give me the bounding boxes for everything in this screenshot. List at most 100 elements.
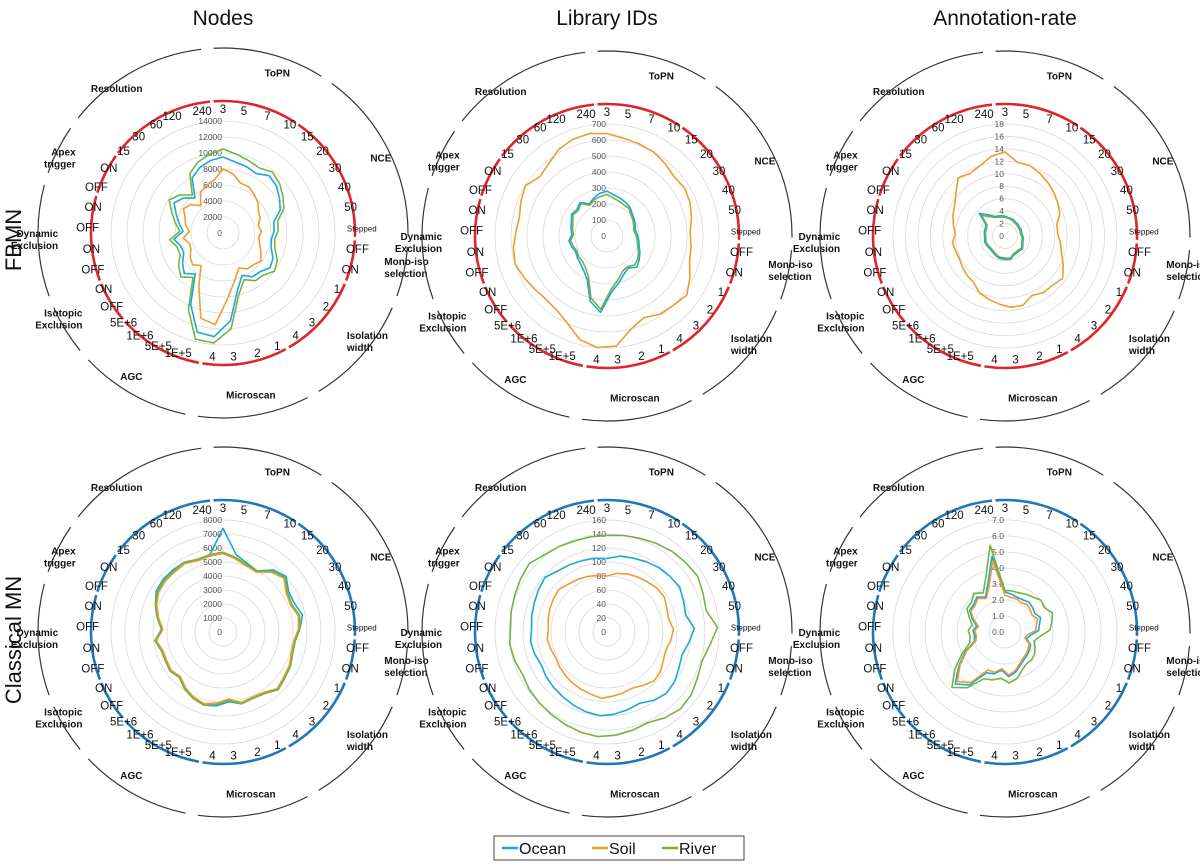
group-label-resolution: Resolution xyxy=(91,84,143,95)
category-tick-label: OFF xyxy=(867,581,890,593)
radial-tick-label: 120 xyxy=(592,543,606,553)
radial-tick-label: 0 xyxy=(601,627,606,637)
group-arc-microscan xyxy=(979,399,1090,422)
ring-segment-microscan xyxy=(202,746,287,766)
group-arc-apex-trigger xyxy=(431,130,456,177)
group-arc-topn xyxy=(213,47,322,77)
grid-circle xyxy=(590,219,624,253)
category-tick-label: Stepped xyxy=(347,225,377,234)
group-label-nce: NCE xyxy=(370,553,391,564)
category-tick-label: OFF xyxy=(484,305,507,317)
category-tick-label: ON xyxy=(484,562,501,574)
group-arc-agc xyxy=(471,758,570,814)
radial-tick-label: 0 xyxy=(217,627,222,637)
group-label-resolution: Resolution xyxy=(475,483,527,494)
category-tick-label: ON xyxy=(95,683,112,695)
ring-segment-agc xyxy=(906,323,982,368)
category-tick-label: Stepped xyxy=(731,624,761,633)
category-tick-label: 50 xyxy=(1126,601,1139,613)
radial-tick-label: 2000 xyxy=(203,599,222,609)
radial-tick-label: 0.0 xyxy=(992,627,1004,637)
ring-segment-apex-trigger xyxy=(480,554,501,593)
group-arc-resolution xyxy=(859,51,984,122)
category-tick-label: 1E+6 xyxy=(908,334,935,346)
ring-segment-resolution xyxy=(898,499,993,553)
radial-tick-label: 0 xyxy=(217,228,222,238)
category-tick-label: 240 xyxy=(974,109,993,121)
radial-tick-label: 6000 xyxy=(203,180,222,190)
ring-segment-agc xyxy=(508,719,584,764)
radial-tick-label: 2.0 xyxy=(992,595,1004,605)
category-tick-label: 30 xyxy=(132,531,145,543)
radial-tick-label: 16 xyxy=(995,131,1005,141)
category-tick-label: 1 xyxy=(274,341,280,353)
category-tick-label: 240 xyxy=(576,505,595,517)
group-label-agc: AGC xyxy=(902,375,924,386)
category-tick-label: 2 xyxy=(707,701,713,713)
radial-tick-label: 12 xyxy=(995,156,1005,166)
category-tick-label: 120 xyxy=(163,510,182,522)
ring-segment-microscan xyxy=(202,347,287,367)
category-tick-label: 1E+6 xyxy=(126,730,153,742)
group-arc-agc xyxy=(471,362,570,418)
group-label-apex-trigger: Apex trigger xyxy=(826,547,858,570)
category-tick-label: 3 xyxy=(614,751,620,763)
category-tick-label: 1 xyxy=(1056,344,1062,356)
column-title-library-ids: Library IDs xyxy=(556,7,658,30)
category-tick-label: OFF xyxy=(346,244,369,256)
group-label-agc: AGC xyxy=(504,771,526,782)
category-tick-label: 1E+6 xyxy=(510,334,537,346)
group-label-isotopic-exclusion: Isotopic Exclusion xyxy=(817,708,865,731)
category-tick-label: Stepped xyxy=(1129,228,1159,237)
column-title-nodes: Nodes xyxy=(193,7,254,30)
legend-box xyxy=(493,835,745,861)
group-arc-nce xyxy=(331,82,409,235)
category-tick-label: OFF xyxy=(465,663,488,675)
radial-tick-label: 0 xyxy=(999,231,1004,241)
category-tick-label: 3 xyxy=(1012,751,1018,763)
series-line-river xyxy=(951,544,1054,689)
group-arc-resolution xyxy=(859,447,984,518)
category-tick-label: ON xyxy=(1124,663,1141,675)
category-tick-label: 10 xyxy=(1065,519,1078,531)
group-arc-microscan xyxy=(197,396,308,419)
ring-segment-isotopic-exclusion xyxy=(483,286,508,323)
ring-segment-mono-iso-selection xyxy=(344,240,357,282)
category-tick-label: 4 xyxy=(1074,730,1081,742)
ring-segment-dynamic-exclusion xyxy=(89,195,102,282)
category-tick-label: 120 xyxy=(547,114,566,126)
ring-segment-resolution xyxy=(116,100,211,154)
group-label-microscan: Microscan xyxy=(226,391,275,402)
radial-tick-label: 7000 xyxy=(203,529,222,539)
grid-circle xyxy=(166,575,280,689)
group-label-nce: NCE xyxy=(1152,157,1173,168)
group-arc-dynamic-exclusion xyxy=(37,583,50,696)
ring-segment-isolation-width xyxy=(288,283,347,349)
group-label-nce: NCE xyxy=(1152,553,1173,564)
group-label-dynamic-exclusion: Dynamic Exclusion xyxy=(11,628,59,651)
category-tick-label: 50 xyxy=(344,601,357,613)
category-tick-label: 7 xyxy=(648,114,654,126)
category-tick-label: ON xyxy=(726,663,743,675)
category-tick-label: 5 xyxy=(1023,505,1029,517)
category-tick-label: OFF xyxy=(100,302,123,314)
group-label-dynamic-exclusion: Dynamic Exclusion xyxy=(395,232,443,255)
category-tick-label: 10 xyxy=(283,120,296,132)
category-tick-label: 30 xyxy=(516,135,529,147)
grid-circle xyxy=(988,615,1022,649)
group-label-isotopic-exclusion: Isotopic Exclusion xyxy=(419,312,467,335)
category-tick-label: 15 xyxy=(685,135,698,147)
category-tick-label: 120 xyxy=(163,111,182,123)
group-label-dynamic-exclusion: Dynamic Exclusion xyxy=(395,628,443,651)
radial-tick-label: 1000 xyxy=(203,613,222,623)
ring-segment-isotopic-exclusion xyxy=(99,682,124,719)
category-tick-label: ON xyxy=(865,247,882,259)
ring-segment-microscan xyxy=(586,350,671,370)
category-tick-label: 20 xyxy=(316,545,329,557)
ring-segment-topn xyxy=(597,498,681,523)
legend: Ocean Soil River xyxy=(493,835,745,861)
radial-tick-label: 0 xyxy=(601,231,606,241)
ring-segment-resolution xyxy=(500,103,595,157)
ring-segment-mono-iso-selection xyxy=(344,639,357,681)
